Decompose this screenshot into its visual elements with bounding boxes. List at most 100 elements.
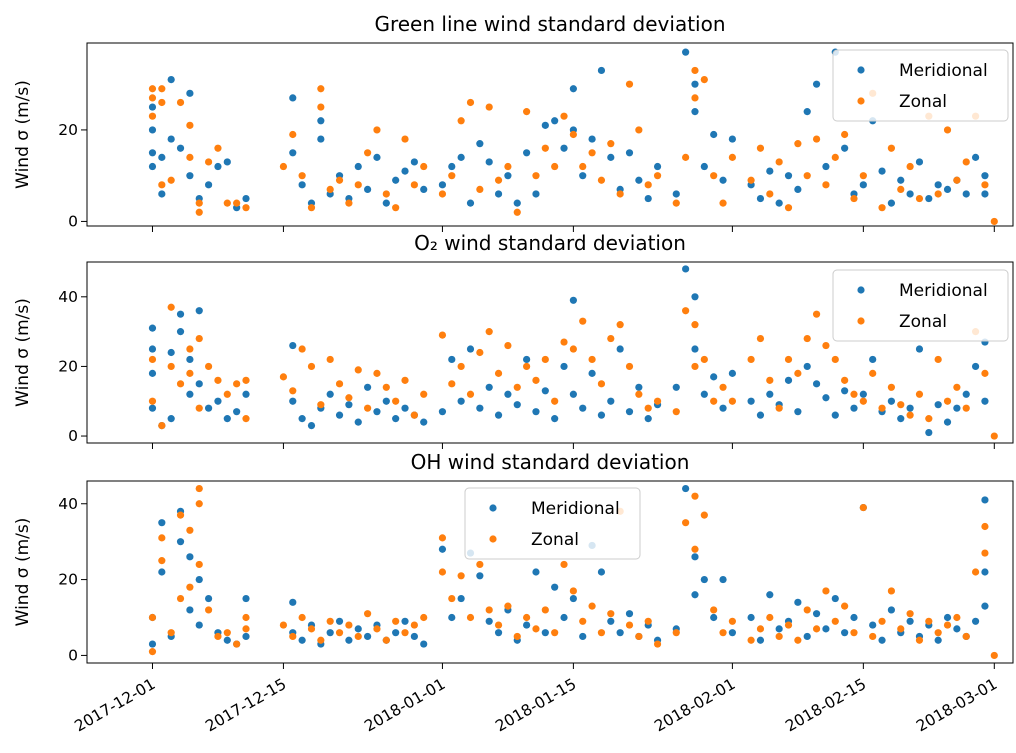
data-point — [466, 613, 475, 622]
data-point — [523, 621, 531, 629]
data-point — [541, 629, 549, 637]
data-point — [794, 185, 802, 193]
data-point — [934, 636, 942, 644]
data-point — [148, 345, 157, 353]
data-point — [448, 380, 456, 388]
data-point — [438, 331, 447, 339]
data-point — [382, 190, 390, 198]
data-point — [981, 602, 989, 610]
data-point — [766, 190, 774, 198]
legend: Meridional Zonal — [832, 49, 1009, 122]
data-point — [794, 636, 802, 644]
data-point — [476, 572, 484, 580]
data-point — [504, 390, 512, 398]
data-point — [588, 149, 596, 157]
data-point — [401, 629, 409, 637]
data-point — [176, 538, 185, 546]
legend-label: Zonal — [899, 92, 947, 112]
data-point — [326, 355, 334, 364]
data-point — [906, 617, 914, 625]
data-point — [298, 181, 306, 189]
data-point — [607, 617, 615, 625]
data-point — [476, 560, 484, 569]
data-point — [728, 135, 736, 143]
data-point — [925, 194, 933, 203]
y-axis-label: Wind σ (m/s) — [13, 518, 33, 627]
data-point — [307, 362, 316, 371]
data-point — [962, 404, 970, 412]
data-point — [850, 194, 858, 203]
data-point — [962, 632, 970, 641]
data-point — [410, 158, 418, 166]
data-point — [719, 404, 727, 412]
data-point — [513, 383, 521, 391]
x-tick-label: 2018-02-01 — [651, 675, 738, 736]
data-point — [176, 594, 185, 603]
data-point — [204, 181, 213, 189]
data-point — [457, 362, 465, 371]
data-point — [466, 390, 475, 398]
data-point — [214, 376, 222, 384]
data-point — [691, 80, 699, 88]
data-point — [906, 411, 914, 419]
data-point — [672, 629, 680, 637]
data-point — [223, 636, 231, 644]
data-point — [298, 613, 306, 622]
data-point — [719, 575, 727, 584]
y-tick-label: 40 — [58, 495, 78, 513]
legend-marker — [857, 66, 865, 74]
data-point — [878, 617, 886, 625]
data-point — [672, 199, 680, 207]
data-point — [831, 355, 839, 364]
legend-box — [464, 487, 641, 560]
data-point — [990, 432, 998, 440]
data-point — [710, 397, 718, 405]
data-point — [148, 324, 157, 332]
data-point — [317, 135, 325, 143]
data-point — [214, 397, 222, 405]
data-point — [457, 153, 465, 161]
data-point — [223, 390, 231, 398]
data-point — [307, 421, 316, 430]
data-point — [635, 126, 643, 134]
data-point — [551, 117, 559, 125]
data-point — [887, 199, 896, 207]
data-point — [195, 484, 203, 493]
chart-title: OH wind standard deviation — [411, 450, 690, 474]
data-point — [195, 500, 203, 508]
data-point — [195, 404, 203, 412]
data-point — [691, 94, 699, 102]
data-point — [719, 383, 727, 391]
data-point — [597, 66, 606, 75]
data-point — [345, 621, 353, 629]
data-point — [279, 621, 288, 629]
data-point — [176, 511, 185, 519]
data-point — [223, 158, 231, 166]
data-point — [242, 594, 250, 603]
data-point — [476, 185, 484, 193]
data-point — [195, 307, 203, 315]
data-point — [691, 321, 699, 329]
data-point — [392, 629, 400, 637]
data-point — [242, 415, 250, 423]
data-point — [364, 185, 372, 193]
data-point — [906, 190, 914, 198]
data-point — [607, 610, 615, 618]
data-point — [392, 617, 400, 625]
data-point — [710, 613, 718, 622]
data-point — [943, 397, 952, 405]
data-point — [831, 594, 839, 603]
data-point — [747, 636, 755, 644]
data-point — [672, 190, 680, 198]
data-point — [915, 390, 924, 398]
data-point — [700, 511, 708, 519]
legend-marker — [857, 317, 865, 325]
data-point — [672, 383, 680, 391]
y-tick-label: 0 — [68, 427, 78, 445]
data-point — [859, 181, 867, 189]
data-point — [644, 181, 652, 189]
data-point — [167, 76, 175, 84]
data-point — [794, 369, 802, 377]
data-point — [532, 408, 540, 416]
data-point — [242, 194, 250, 203]
